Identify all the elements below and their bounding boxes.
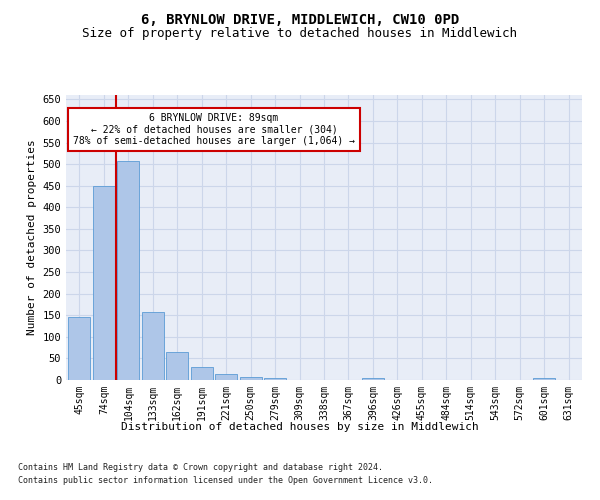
Bar (93, 186, 115, 380)
Bar (239, 376, 262, 380)
Bar (68, 316, 91, 380)
Bar (215, 374, 237, 380)
Bar (264, 378, 286, 380)
Bar (166, 352, 188, 380)
Text: Contains HM Land Registry data © Crown copyright and database right 2024.: Contains HM Land Registry data © Crown c… (18, 462, 383, 471)
Bar (142, 312, 164, 380)
Text: Contains public sector information licensed under the Open Government Licence v3: Contains public sector information licen… (18, 476, 433, 485)
Bar (118, 161, 139, 380)
Text: 6, BRYNLOW DRIVE, MIDDLEWICH, CW10 0PD: 6, BRYNLOW DRIVE, MIDDLEWICH, CW10 0PD (141, 12, 459, 26)
Text: Size of property relative to detached houses in Middlewich: Size of property relative to detached ho… (83, 28, 517, 40)
Y-axis label: Number of detached properties: Number of detached properties (27, 140, 37, 336)
Bar (533, 378, 555, 380)
Text: Distribution of detached houses by size in Middlewich: Distribution of detached houses by size … (121, 422, 479, 432)
Text: 6 BRYNLOW DRIVE: 89sqm
← 22% of detached houses are smaller (304)
78% of semi-de: 6 BRYNLOW DRIVE: 89sqm ← 22% of detached… (73, 113, 355, 146)
Bar (362, 378, 384, 380)
Bar (191, 367, 213, 380)
